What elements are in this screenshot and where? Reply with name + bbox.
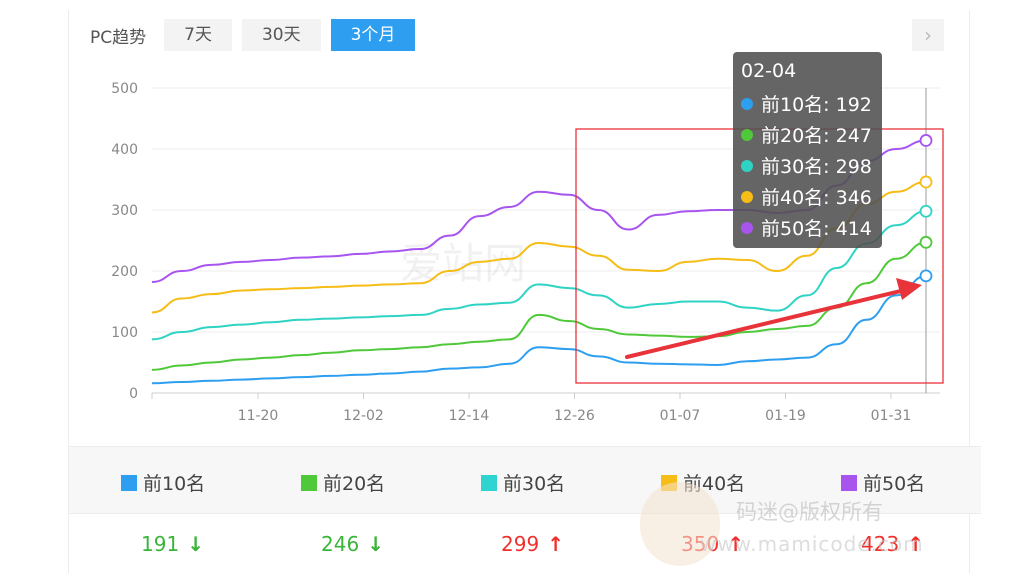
arrow-up-icon: ↑ (547, 532, 564, 556)
series-end-marker (919, 269, 933, 283)
arrow-up-icon: ↑ (907, 532, 924, 556)
current-value: 246 ↓ (321, 532, 384, 556)
series-end-marker (919, 134, 933, 147)
tab-3-months[interactable]: 3个月 (330, 19, 416, 51)
chart-watermark: 爱站网 (400, 239, 526, 288)
legend-label: 前20名 (323, 473, 386, 495)
legend-item[interactable]: 前50名 (841, 469, 925, 496)
credit-watermark: 码迷@版权所有 (736, 500, 883, 524)
tooltip-row-label: 前40名: 346 (761, 187, 872, 209)
arrow-down-icon: ↓ (367, 532, 384, 556)
legend-label: 前30名 (503, 473, 566, 495)
y-tick-label: 400 (111, 142, 138, 158)
series-line (151, 180, 927, 314)
pc-trend-label: PC趋势 (90, 27, 147, 48)
series-end-marker (919, 204, 933, 218)
y-tick-label: 500 (111, 81, 138, 97)
current-value-number: 299 (501, 532, 540, 556)
tooltip-row-label: 前10名: 192 (761, 94, 872, 116)
series-dot-icon (741, 221, 753, 234)
legend: 前10名 前20名 前30名 前40名 前50名 (69, 446, 981, 514)
current-value: 191 ↓ (141, 532, 204, 556)
current-value: 299 ↑ (501, 532, 564, 556)
legend-swatch (121, 474, 137, 491)
arrow-up-icon: ↑ (727, 532, 744, 556)
series-dot-icon (741, 128, 753, 141)
tab-30-days[interactable]: 30天 (241, 19, 321, 51)
x-tick-label: 01-31 (871, 408, 912, 424)
chevron-right-icon[interactable]: › (912, 19, 944, 51)
legend-label: 前50名 (863, 473, 926, 495)
series-line (151, 274, 927, 385)
series-end-marker (919, 175, 933, 189)
site-watermark: www.mamicode.com (700, 532, 924, 556)
tooltip-row: 前40名: 346 (741, 181, 874, 212)
tooltip-row-label: 前20名: 247 (761, 125, 872, 147)
y-tick-label: 0 (129, 386, 138, 402)
y-tick-label: 300 (111, 203, 138, 219)
trend-chart: 爱站网 11-20 12-02 12-14 12-26 01-07 01-19 01-31 … (111, 81, 944, 424)
current-value-number: 191 (141, 532, 180, 556)
legend-item[interactable]: 前30名 (481, 469, 565, 496)
legend-item[interactable]: 前20名 (301, 469, 385, 496)
tooltip-row: 前30名: 298 (741, 150, 874, 181)
current-value-number: 423 (861, 532, 900, 556)
x-tick-label: 12-02 (343, 408, 384, 424)
current-value: 423 ↑ (861, 532, 924, 556)
tab-7-days[interactable]: 7天 (164, 19, 232, 51)
y-tick-label: 200 (111, 264, 138, 280)
tooltip-row: 前10名: 192 (741, 88, 874, 119)
tooltip-row: 前50名: 414 (741, 212, 874, 243)
x-tick-label: 12-14 (449, 408, 490, 424)
y-tick-label: 100 (111, 325, 138, 341)
series-dot-icon (741, 159, 753, 172)
legend-label: 前10名 (143, 473, 206, 495)
arrow-down-icon: ↓ (187, 532, 204, 556)
series-line (151, 241, 927, 371)
tooltip-row-label: 前30名: 298 (761, 156, 872, 178)
tooltip-row-label: 前50名: 414 (761, 218, 872, 240)
legend-swatch (301, 474, 317, 491)
current-value-number: 246 (321, 532, 360, 556)
x-tick-label: 12-26 (554, 408, 595, 424)
series-dot-icon (741, 97, 753, 110)
annotation-arrow (625, 278, 922, 359)
tooltip-row: 前20名: 247 (741, 119, 874, 150)
x-tick-label: 11-20 (238, 408, 279, 424)
series-line (151, 210, 927, 341)
period-toolbar: PC趋势 7天 30天 3个月 (90, 18, 425, 52)
series-dot-icon (741, 190, 753, 203)
legend-swatch (841, 474, 857, 491)
legend-swatch (481, 474, 497, 491)
avatar (640, 482, 720, 566)
legend-item[interactable]: 前10名 (121, 469, 205, 496)
series-end-marker (919, 235, 933, 249)
x-tick-label: 01-07 (660, 408, 701, 424)
x-tick-label: 01-19 (765, 408, 806, 424)
data-tooltip: 02-04 前10名: 192 前20名: 247 前30名: 298 前40名: 3… (733, 52, 882, 248)
tooltip-date: 02-04 (741, 60, 797, 82)
